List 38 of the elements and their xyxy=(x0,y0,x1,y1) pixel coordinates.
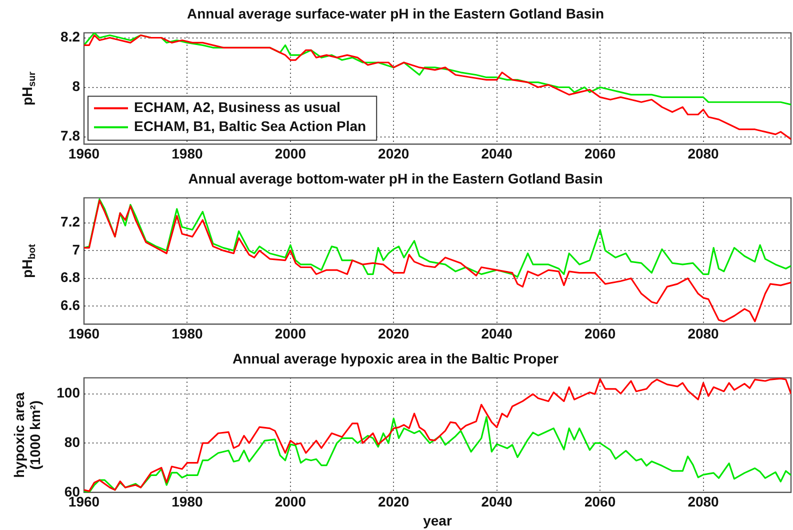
x-tick-label: 2020 xyxy=(378,325,410,342)
y-axis-title: pHsur xyxy=(18,71,38,106)
legend-label: ECHAM, A2, Business as usual xyxy=(134,99,340,116)
legend-label: ECHAM, B1, Baltic Sea Action Plan xyxy=(134,118,366,134)
x-tick-label: 2000 xyxy=(274,145,306,162)
x-tick-label: 2020 xyxy=(378,494,410,510)
y-tick-label: 6.8 xyxy=(60,269,80,286)
x-tick-label: 2060 xyxy=(584,145,616,162)
x-tick-label: 2040 xyxy=(481,494,513,510)
x-tick-label: 2000 xyxy=(274,325,306,342)
x-axis-title: year xyxy=(423,512,452,528)
y-axis-title: hypoxic area (1000 km²) xyxy=(10,392,43,478)
x-tick-label: 1960 xyxy=(68,145,100,162)
y-tick-label: 8 xyxy=(72,78,80,94)
x-tick-label: 2020 xyxy=(378,145,410,162)
x-tick-label: 2000 xyxy=(274,494,306,510)
x-tick-label: 2060 xyxy=(584,325,616,342)
x-tick-label: 2080 xyxy=(688,494,720,510)
x-tick-label: 1960 xyxy=(68,325,100,342)
chart-title: Annual average bottom-water pH in the Eastern Gotland Basin xyxy=(188,170,603,186)
x-tick-label: 2080 xyxy=(688,145,720,162)
x-tick-label: 2080 xyxy=(688,325,720,342)
chart-title: Annual average surface-water pH in the Eastern Gotland Basin xyxy=(187,5,604,22)
y-axis-title: pHbot xyxy=(18,243,38,278)
y-tick-label: 8.2 xyxy=(60,28,80,45)
y-tick-label: 6.6 xyxy=(60,297,80,313)
x-tick-label: 1980 xyxy=(172,494,203,510)
x-tick-label: 2060 xyxy=(584,494,616,510)
y-tick-label: 7 xyxy=(72,241,80,258)
y-tick-label: 100 xyxy=(56,384,80,401)
y-tick-label: 7.8 xyxy=(60,128,80,144)
x-tick-label: 2040 xyxy=(481,145,513,162)
chart-title: Annual average hypoxic area in the Baltic Proper xyxy=(232,350,560,366)
y-tick-label: 80 xyxy=(64,434,80,450)
x-tick-label: 2040 xyxy=(481,325,513,342)
y-tick-label: 7.2 xyxy=(60,214,80,230)
x-tick-label: 1980 xyxy=(172,325,203,342)
x-tick-label: 1980 xyxy=(172,145,203,162)
